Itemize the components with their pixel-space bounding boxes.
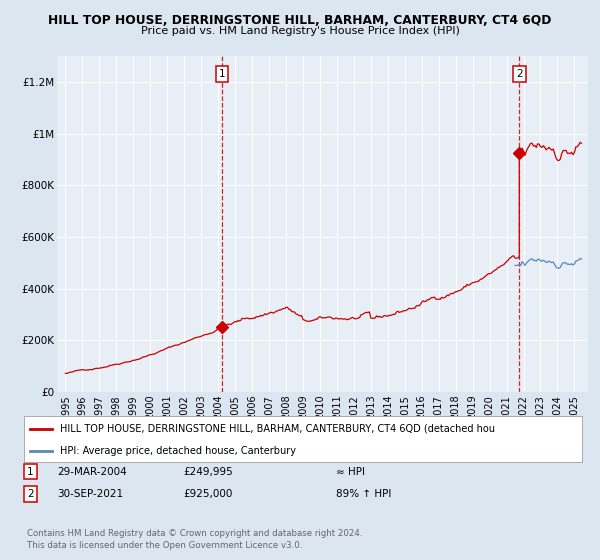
- Text: Contains HM Land Registry data © Crown copyright and database right 2024.
This d: Contains HM Land Registry data © Crown c…: [27, 529, 362, 550]
- Text: Price paid vs. HM Land Registry's House Price Index (HPI): Price paid vs. HM Land Registry's House …: [140, 26, 460, 36]
- Text: £249,995: £249,995: [183, 466, 233, 477]
- Text: HILL TOP HOUSE, DERRINGSTONE HILL, BARHAM, CANTERBURY, CT4 6QD: HILL TOP HOUSE, DERRINGSTONE HILL, BARHA…: [49, 14, 551, 27]
- Text: 2: 2: [516, 69, 523, 79]
- Text: HILL TOP HOUSE, DERRINGSTONE HILL, BARHAM, CANTERBURY, CT4 6QD (detached hou: HILL TOP HOUSE, DERRINGSTONE HILL, BARHA…: [60, 424, 495, 434]
- Text: 29-MAR-2004: 29-MAR-2004: [57, 466, 127, 477]
- Text: 1: 1: [219, 69, 226, 79]
- Text: 1: 1: [27, 466, 34, 477]
- Text: £925,000: £925,000: [183, 489, 232, 499]
- Text: 30-SEP-2021: 30-SEP-2021: [57, 489, 123, 499]
- Text: 89% ↑ HPI: 89% ↑ HPI: [336, 489, 391, 499]
- Text: ≈ HPI: ≈ HPI: [336, 466, 365, 477]
- Text: 2: 2: [27, 489, 34, 499]
- Text: HPI: Average price, detached house, Canterbury: HPI: Average price, detached house, Cant…: [60, 446, 296, 455]
